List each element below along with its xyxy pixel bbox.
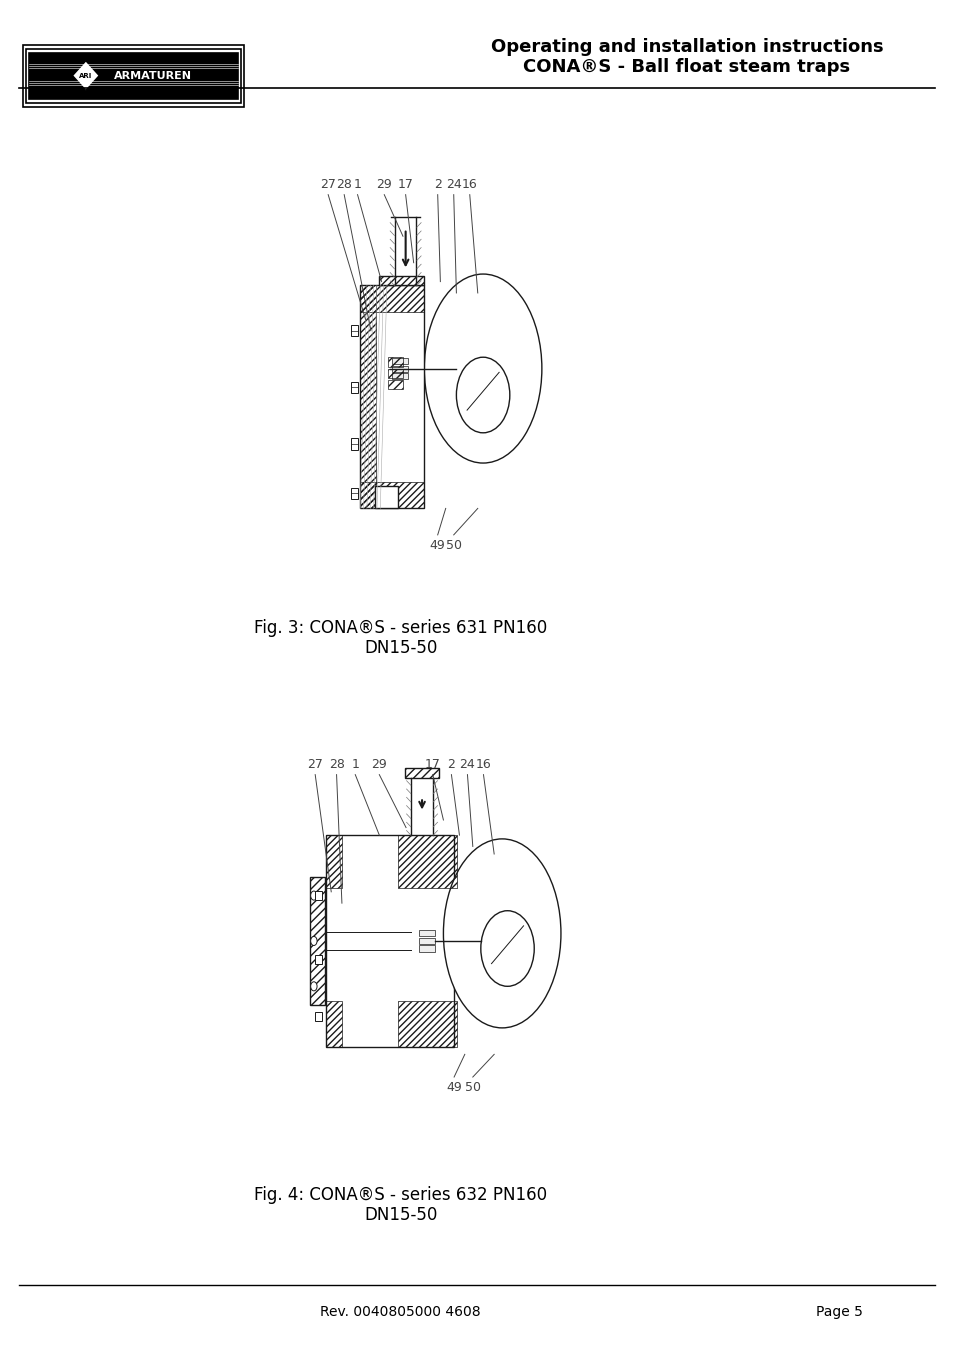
Text: 50: 50 [464,1081,480,1094]
Text: 27: 27 [307,757,323,771]
Text: 29: 29 [371,757,387,771]
Bar [23,45,244,107]
Bar [314,1011,321,1021]
Text: CONA®S - Ball float steam traps: CONA®S - Ball float steam traps [523,58,849,77]
Text: 16: 16 [461,178,477,190]
Bar [360,285,375,509]
Bar [310,876,324,1006]
Bar [326,1002,341,1046]
Text: 2: 2 [447,757,455,771]
Text: 24: 24 [445,178,461,190]
Text: Fig. 4: CONA®S - series 632 PN160: Fig. 4: CONA®S - series 632 PN160 [253,1185,547,1204]
Text: 28: 28 [335,178,352,190]
Bar [314,954,321,964]
Bar [314,891,321,900]
Bar [351,487,357,500]
Text: 24: 24 [459,757,475,771]
Bar [326,836,341,888]
Text: ARMATUREN: ARMATUREN [113,70,192,81]
Text: Operating and installation instructions: Operating and installation instructions [490,38,882,57]
Text: Rev. 0040805000 4608: Rev. 0040805000 4608 [320,1305,480,1319]
Ellipse shape [443,838,560,1027]
Bar [419,930,435,937]
Text: DN15-50: DN15-50 [364,1206,436,1224]
Text: 2: 2 [434,178,441,190]
Bar [388,369,402,378]
Text: 1: 1 [354,178,361,190]
Bar [388,358,402,367]
Bar [397,836,456,888]
Bar [26,49,241,103]
Bar [375,486,397,509]
Circle shape [456,358,509,433]
Text: 28: 28 [328,757,344,771]
Bar [392,358,408,364]
Circle shape [311,937,316,945]
Text: ARI: ARI [79,73,92,78]
Text: Page 5: Page 5 [815,1305,862,1319]
Text: 27: 27 [320,178,335,190]
Text: 29: 29 [376,178,392,190]
Text: DN15-50: DN15-50 [364,639,436,657]
Bar [29,53,238,99]
Bar [404,768,439,778]
Text: Fig. 3: CONA®S - series 631 PN160: Fig. 3: CONA®S - series 631 PN160 [253,618,547,637]
Bar [351,325,357,336]
Text: 50: 50 [445,539,461,552]
Ellipse shape [424,274,541,463]
Circle shape [311,981,316,991]
Text: 17: 17 [424,757,440,771]
Bar [388,379,402,389]
Bar [360,285,424,509]
Bar [351,382,357,393]
Text: 16: 16 [476,757,491,771]
Text: 49: 49 [430,539,445,552]
Bar [392,373,408,379]
Circle shape [480,911,534,987]
Bar [392,366,408,371]
Bar [29,53,238,99]
Bar [397,1002,456,1046]
Bar [326,836,454,1046]
Text: 1: 1 [351,757,359,771]
Bar [360,482,424,509]
Bar [360,285,424,312]
Bar [351,439,357,450]
Bar [419,938,435,944]
Circle shape [311,891,316,900]
Text: 17: 17 [397,178,414,190]
Bar [419,945,435,952]
Polygon shape [72,61,99,90]
Text: 49: 49 [446,1081,461,1094]
Bar [378,275,424,285]
